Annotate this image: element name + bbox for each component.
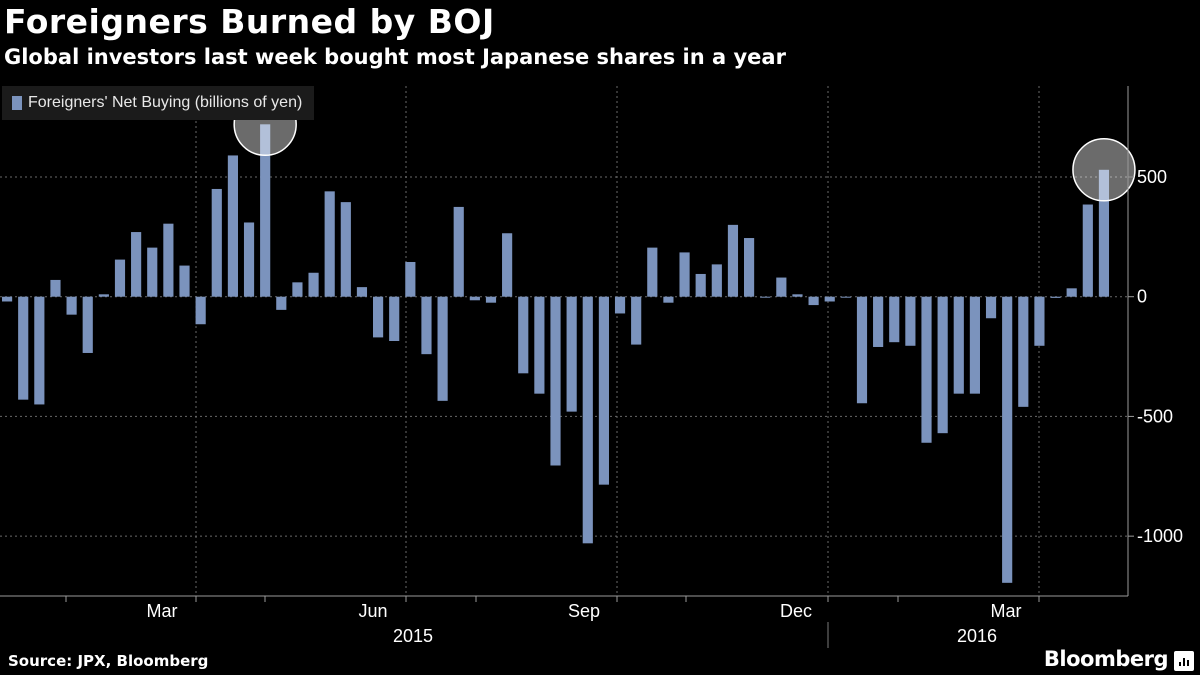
x-tick-labels: Mar Jun Sep Dec Mar 2015 2016 (147, 601, 1022, 646)
bar (727, 224, 739, 297)
bar (1066, 288, 1077, 297)
bar (776, 277, 787, 297)
chart-title: Foreigners Burned by BOJ (4, 2, 495, 41)
source-note: Source: JPX, Bloomberg (8, 652, 209, 670)
y-tick-label: 0 (1137, 287, 1147, 307)
bar (969, 296, 980, 394)
bar (614, 296, 626, 314)
bar (937, 296, 948, 434)
bars (2, 124, 1110, 583)
bar (711, 264, 722, 297)
bar (647, 247, 658, 297)
x-month-label: Jun (358, 601, 387, 621)
bar (131, 232, 142, 297)
bar (582, 296, 593, 544)
axes (0, 86, 1129, 648)
legend-swatch (12, 96, 22, 110)
bar (405, 261, 416, 297)
bar (840, 296, 851, 298)
x-year-label: 2016 (957, 626, 997, 646)
bar (243, 222, 255, 297)
bar (760, 296, 771, 298)
x-month-label: Mar (147, 601, 178, 621)
bar (340, 202, 351, 297)
bar (1098, 169, 1110, 297)
y-tick-labels: -1000 -500 0 500 (1128, 167, 1183, 546)
bar (631, 296, 642, 345)
bar (695, 273, 706, 297)
bar (389, 296, 400, 341)
bar (34, 296, 45, 405)
chart-subtitle: Global investors last week bought most J… (4, 45, 786, 69)
bar (66, 296, 77, 315)
bar (98, 294, 109, 297)
x-year-label: 2015 (393, 626, 433, 646)
bar (18, 296, 29, 400)
bar (808, 296, 819, 306)
y-tick-label: 500 (1137, 167, 1167, 187)
bar (534, 296, 545, 394)
highlight-circles (233, 92, 1136, 202)
bar (1018, 296, 1029, 407)
bar (1082, 204, 1093, 297)
bar (953, 296, 964, 394)
bar (1034, 296, 1045, 346)
bar (598, 296, 609, 485)
x-month-label: Mar (991, 601, 1022, 621)
bar (147, 247, 158, 297)
legend-label: Foreigners' Net Buying (billions of yen) (28, 94, 303, 111)
bar (2, 296, 13, 302)
bar (550, 296, 561, 466)
bar (421, 296, 432, 355)
highlight-circle (1072, 138, 1136, 202)
bar (260, 124, 271, 297)
bar (82, 296, 93, 353)
bar (856, 296, 868, 404)
bar (308, 272, 319, 297)
bar (50, 279, 61, 297)
brand-logo: Bloomberg (1043, 647, 1169, 671)
y-tick-label: -500 (1137, 406, 1173, 426)
bar (518, 296, 529, 374)
bar (227, 155, 238, 297)
bar (453, 206, 464, 297)
bar (356, 287, 368, 297)
bar (824, 296, 835, 302)
bar (324, 191, 335, 297)
bar (1002, 296, 1013, 583)
bar (179, 265, 190, 297)
bar (905, 296, 916, 346)
bar (114, 259, 126, 297)
bar (985, 296, 997, 319)
bar (663, 296, 674, 303)
bar (566, 296, 577, 412)
bar (469, 296, 480, 301)
bar (195, 296, 206, 325)
bar (792, 294, 803, 297)
bar (1050, 296, 1061, 298)
bar (873, 296, 884, 347)
x-month-label: Dec (780, 601, 812, 621)
bar (292, 282, 303, 297)
bar (373, 296, 384, 338)
bar (921, 296, 932, 443)
bar (163, 223, 174, 297)
y-tick-label: -1000 (1137, 526, 1183, 546)
bar (437, 296, 448, 401)
bar (744, 238, 755, 297)
bar (889, 296, 900, 343)
bar (276, 296, 287, 310)
bar (502, 233, 513, 297)
bar (679, 252, 690, 297)
bloomberg-chart-icon (1174, 651, 1194, 671)
legend: Foreigners' Net Buying (billions of yen) (2, 86, 315, 120)
bar (211, 188, 222, 297)
x-month-label: Sep (568, 601, 600, 621)
bar (485, 296, 497, 303)
